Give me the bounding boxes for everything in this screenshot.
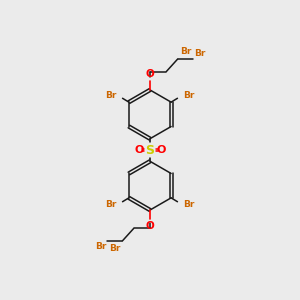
Text: O: O	[146, 69, 154, 79]
Text: O: O	[146, 221, 154, 231]
Text: O: O	[134, 145, 143, 155]
Text: Br: Br	[183, 92, 195, 100]
Text: Br: Br	[194, 49, 206, 58]
Text: Br: Br	[105, 200, 117, 208]
Text: Br: Br	[94, 242, 106, 251]
Text: Br: Br	[109, 244, 120, 253]
Text: Br: Br	[183, 200, 195, 208]
Text: O: O	[157, 145, 166, 155]
Text: S: S	[146, 143, 154, 157]
Text: Br: Br	[180, 47, 191, 56]
Text: Br: Br	[105, 92, 117, 100]
